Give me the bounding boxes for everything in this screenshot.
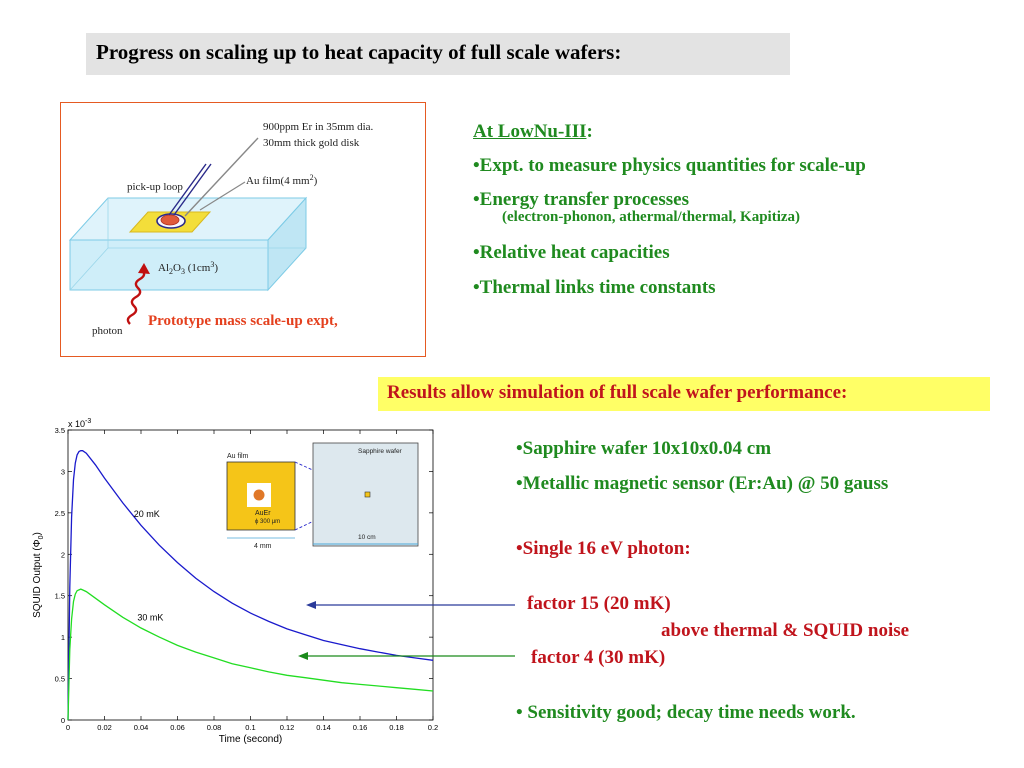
inset-auer-label: AuEr: [255, 510, 271, 517]
x-tick-label: 0: [66, 723, 70, 732]
spec-photon: •Single 16 eV photon:: [516, 538, 691, 559]
annotation-arrows: [298, 601, 515, 660]
prototype-caption: Prototype mass scale-up expt,: [148, 313, 338, 329]
y-tick-label: 0.5: [55, 675, 65, 684]
series-line-0: [67, 450, 434, 721]
title-background: [86, 33, 790, 75]
label-er: 900ppm Er in 35mm dia.: [263, 121, 374, 133]
results-banner: Results allow simulation of full scale w…: [387, 382, 848, 403]
arrow-20mk-icon: [306, 601, 316, 609]
factor-30mk: factor 4 (30 mK): [531, 647, 666, 668]
series-label-30mk: 30 mK: [137, 613, 163, 623]
x-tick-label: 0.06: [170, 723, 185, 732]
inset-sensor-on-wafer: [364, 491, 371, 498]
spec-sensor: •Metallic magnetic sensor (Er:Au) @ 50 g…: [516, 473, 889, 494]
spec-wafer: •Sapphire wafer 10x10x0.04 cm: [516, 438, 772, 459]
label-al2o3: Al2O3 (1cm3): [158, 260, 218, 276]
x-tick-label: 0.08: [207, 723, 222, 732]
y-tick-label: 0: [61, 716, 65, 725]
gold-disk: [160, 214, 180, 226]
factor-20mk: factor 15 (20 mK): [527, 593, 671, 614]
results-banner-background: [378, 377, 990, 411]
x-tick-label: 0.2: [428, 723, 438, 732]
x-axis-label: Time (second): [219, 734, 283, 745]
y-tick-label: 2.5: [55, 509, 65, 518]
y-tick-label: 3.5: [55, 426, 65, 435]
label-photon: photon: [92, 325, 123, 337]
above-noise: above thermal & SQUID noise: [661, 620, 910, 641]
x-tick-label: 0.1: [245, 723, 255, 732]
label-au-film: Au film(4 mm2): [246, 173, 318, 187]
inset-4mm-label: 4 mm: [254, 543, 272, 550]
lownu-sub-item: (electron-phonon, athermal/thermal, Kapi…: [502, 209, 801, 225]
lownu-item-1: •Expt. to measure physics quantities for…: [473, 155, 866, 176]
label-pickup: pick-up loop: [127, 181, 183, 193]
prototype-diagram: 900ppm Er in 35mm dia. 30mm thick gold d…: [68, 121, 374, 337]
x-tick-label: 0.16: [353, 723, 368, 732]
x-tick-label: 0.18: [389, 723, 404, 732]
y-tick-label: 2: [61, 550, 65, 559]
y-tick-label: 3: [61, 467, 65, 476]
photon-wave-icon: [126, 269, 146, 325]
inset-10cm-label: 10 cm: [358, 534, 376, 541]
x-tick-label: 0.12: [280, 723, 295, 732]
series-line-1: [67, 588, 434, 721]
y-tick-label: 1: [61, 633, 65, 642]
lownu-item-4: •Thermal links time constants: [473, 277, 716, 298]
slide-title: Progress on scaling up to heat capacity …: [96, 40, 622, 64]
label-gold: 30mm thick gold disk: [263, 137, 360, 149]
y-tick-label: 1.5: [55, 592, 65, 601]
inset-phi-label: ϕ 300 μm: [255, 519, 280, 525]
wafer-inset: Au film AuEr ϕ 300 μm 4 mm Sapphire wafe…: [226, 442, 419, 550]
spec-sensitivity: • Sensitivity good; decay time needs wor…: [516, 702, 856, 723]
x-tick-label: 0.14: [316, 723, 331, 732]
block-front-face: [69, 239, 269, 291]
lownu-item-2: •Energy transfer processes: [473, 189, 689, 210]
inset-sapphire-label: Sapphire wafer: [358, 448, 403, 455]
y-axis-label: SQUID Output (Φ0): [32, 532, 45, 618]
x-tick-label: 0.04: [134, 723, 149, 732]
series-label-20mk: 20 mK: [134, 509, 160, 519]
y-exponent-label: x 10-3: [68, 418, 91, 429]
inset-auer-disk: [253, 489, 265, 501]
inset-au-film-label: Au film: [227, 453, 249, 460]
arrow-30mk-icon: [298, 652, 308, 660]
lownu-heading: At LowNu-III:: [473, 121, 593, 142]
lownu-item-3: •Relative heat capacities: [473, 242, 670, 263]
x-tick-label: 0.02: [97, 723, 112, 732]
